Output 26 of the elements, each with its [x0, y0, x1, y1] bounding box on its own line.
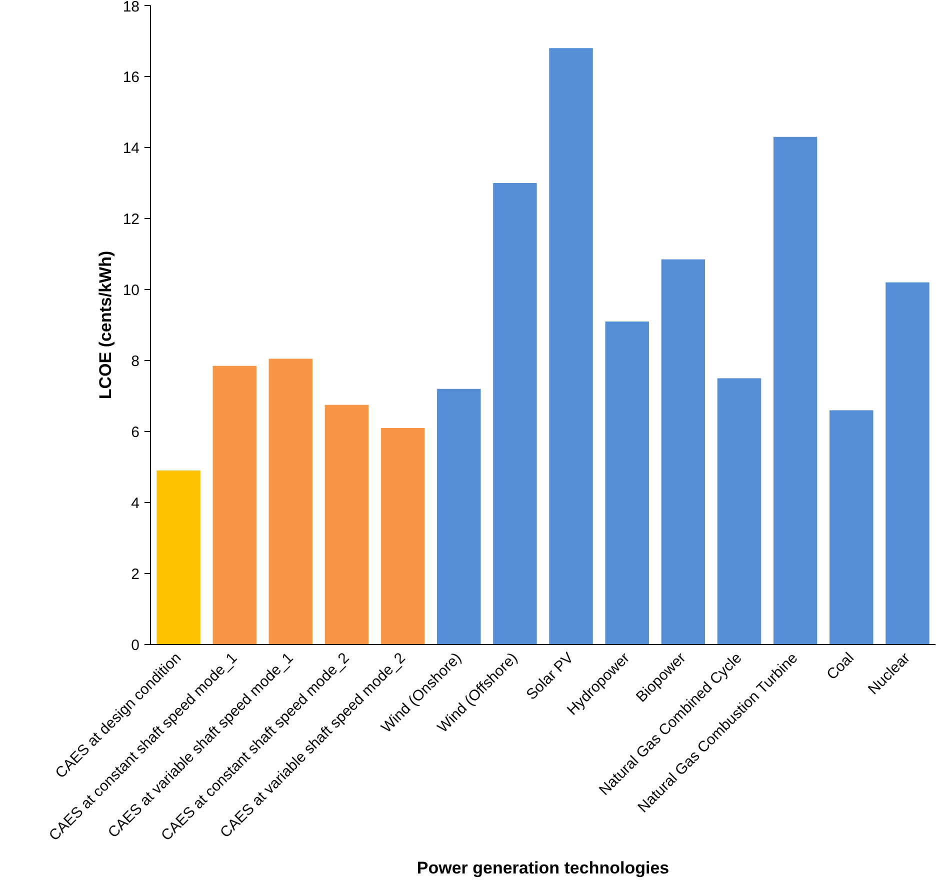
y-tick-label: 0 — [131, 637, 140, 654]
bar — [830, 410, 874, 644]
bar — [605, 321, 649, 644]
y-tick-label: 16 — [122, 69, 140, 86]
bar — [156, 470, 200, 644]
bar — [661, 259, 706, 644]
bar — [380, 428, 425, 644]
bar — [717, 378, 762, 644]
y-tick-label: 18 — [122, 0, 140, 16]
y-tick-label: 8 — [131, 353, 140, 370]
bar — [212, 366, 256, 644]
bar — [268, 358, 313, 644]
y-tick-label: 6 — [131, 424, 140, 441]
bar — [324, 404, 369, 644]
x-axis-title: Power generation technologies — [416, 858, 670, 878]
y-axis-title: LCOE (cents/kWh) — [96, 250, 115, 400]
y-tick-label: 4 — [131, 495, 140, 512]
bar — [437, 388, 481, 644]
bar — [493, 183, 537, 644]
y-tick-label: 12 — [122, 211, 140, 228]
bar — [549, 48, 593, 644]
y-tick-label: 2 — [131, 566, 140, 583]
y-tick-label: 14 — [122, 140, 140, 157]
bar — [886, 282, 930, 644]
bar — [773, 136, 818, 644]
y-tick-label: 10 — [122, 282, 140, 299]
